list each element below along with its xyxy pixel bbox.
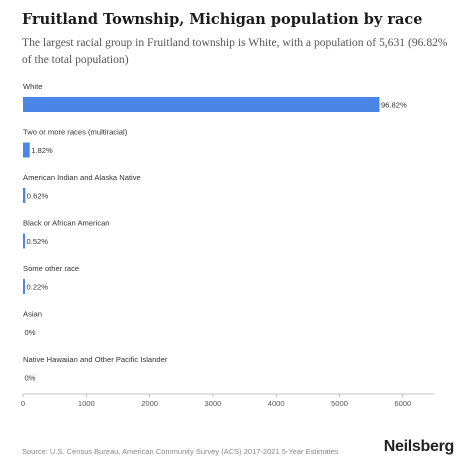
bar [23, 97, 380, 112]
bar [23, 142, 30, 158]
bars-layer: White 96.82% Two or more races (multiracia… [23, 82, 407, 382]
source-note: Source: U.S. Census Bureau, American Com… [22, 447, 339, 456]
category-label: White [23, 82, 42, 91]
x-tick-label: 3000 [204, 399, 221, 408]
value-label: 0.22% [27, 282, 49, 291]
bar [23, 279, 25, 294]
x-tick-label: 5000 [331, 399, 348, 408]
bar [23, 188, 26, 203]
chart-subtitle: The largest racial group in Fruitland to… [22, 36, 448, 66]
x-tick-label: 4000 [268, 399, 285, 408]
chart-title: Fruitland Township, Michigan population … [22, 11, 423, 28]
value-label: 1.82% [31, 146, 53, 155]
brand-logo: Neilsberg [383, 438, 455, 455]
x-tick-label: 0 [21, 399, 25, 408]
category-label: American Indian and Alaska Native [23, 173, 141, 182]
x-tick-label: 2000 [141, 399, 158, 408]
value-label: 0% [25, 328, 36, 337]
x-tick-label: 6000 [394, 399, 411, 408]
x-tick-label: 1000 [78, 399, 95, 408]
value-label: 0.52% [27, 237, 49, 246]
category-label: Two or more races (multiracial) [23, 128, 128, 137]
category-label: Native Hawaiian and Other Pacific Island… [23, 355, 168, 364]
value-label: 96.82% [381, 100, 407, 109]
value-label: 0% [25, 373, 36, 382]
category-label: Some other race [23, 264, 79, 273]
x-axis: 0 1000 2000 3000 4000 5000 6000 [21, 393, 435, 408]
category-label: Black or African American [23, 219, 110, 228]
bar [23, 233, 25, 249]
value-label: 0.62% [27, 191, 49, 200]
category-label: Asian [23, 310, 42, 319]
